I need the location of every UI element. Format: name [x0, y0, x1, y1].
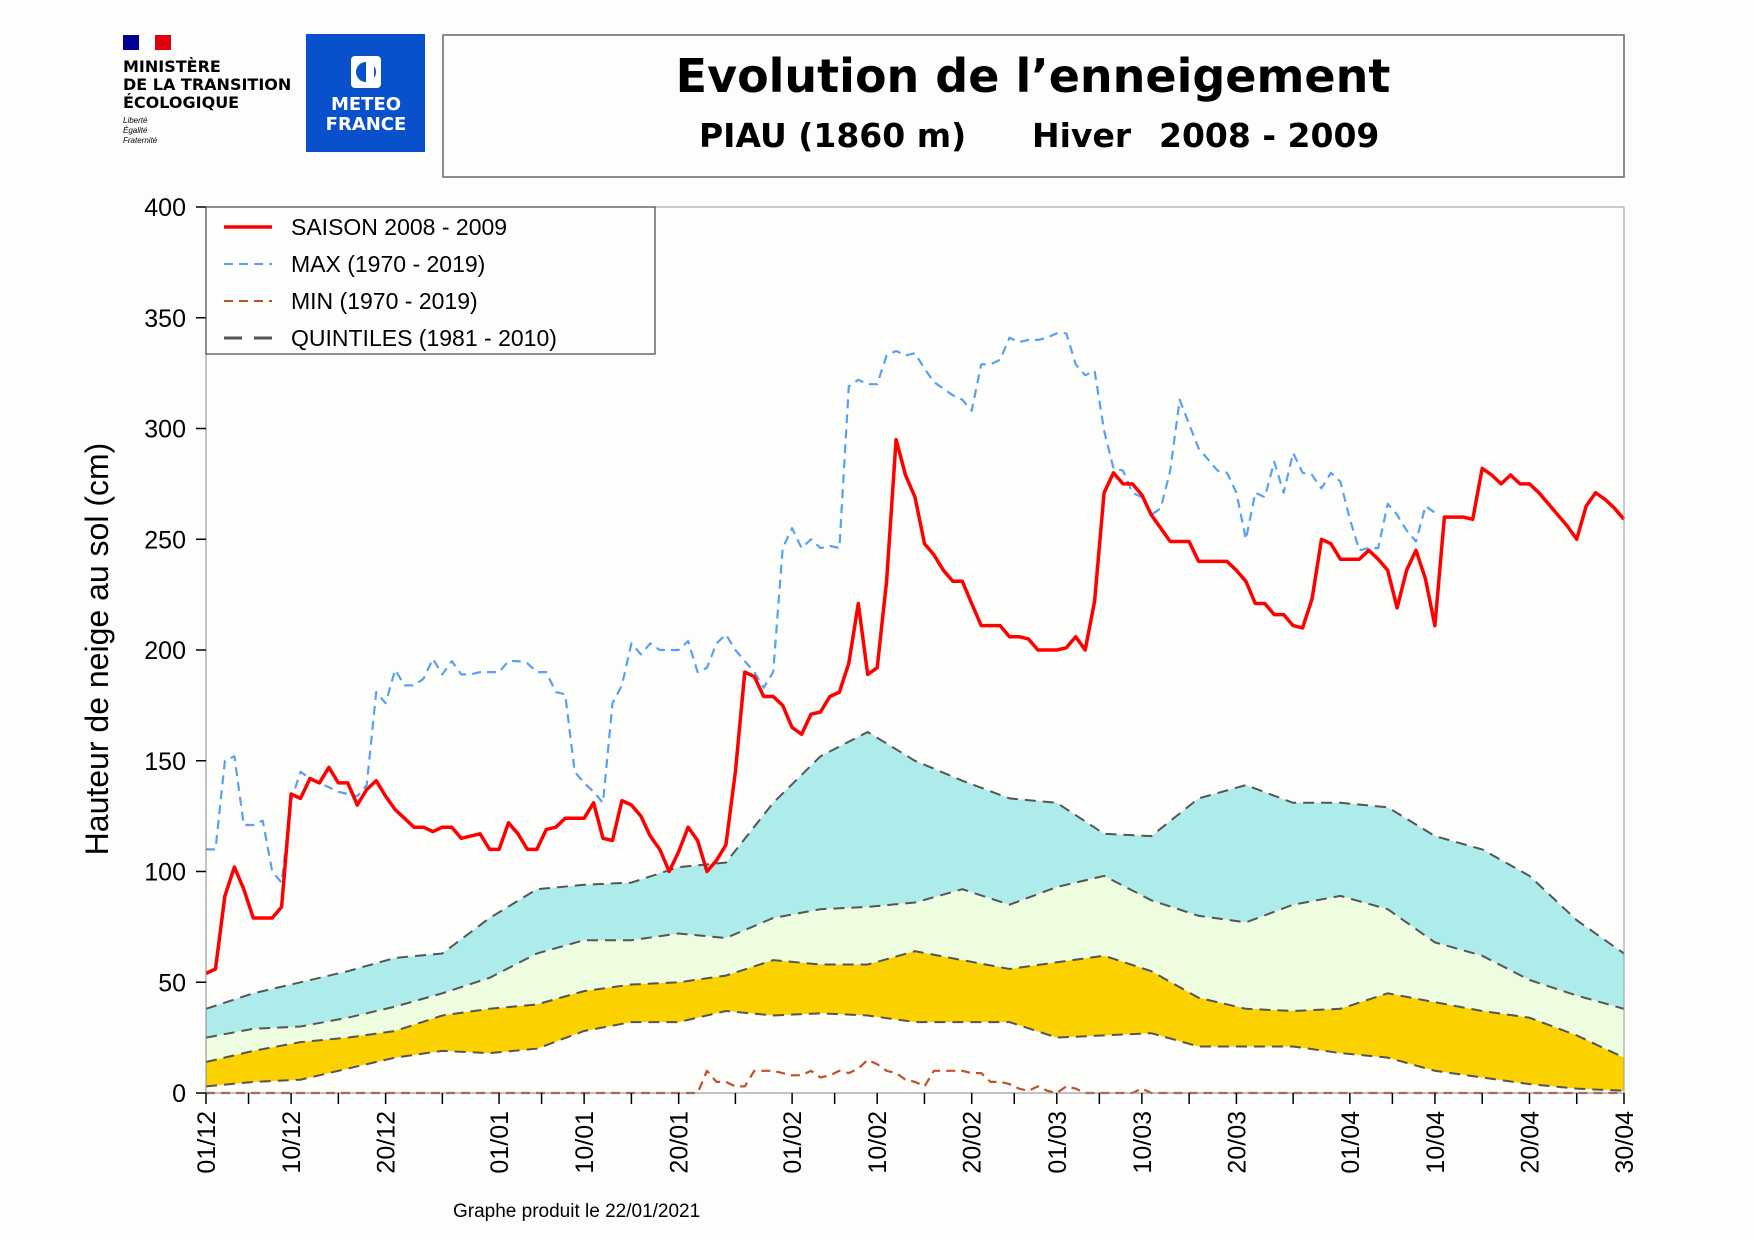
ministry-line3: ÉCOLOGIQUE: [123, 93, 239, 112]
y-tick-label: 400: [144, 194, 186, 222]
x-tick-label: 01/12: [193, 1111, 221, 1174]
ministry-motto2: Égalité: [123, 126, 148, 135]
max-line: [206, 332, 1436, 884]
legend-label: QUINTILES (1981 - 2010): [291, 325, 557, 351]
legend-label: MIN (1970 - 2019): [291, 288, 478, 314]
ministry-motto1: Liberté: [123, 116, 148, 125]
x-tick-label: 30/04: [1611, 1111, 1639, 1174]
season-line: [205, 437, 1626, 975]
x-tick-label: 20/01: [666, 1111, 694, 1174]
legend: SAISON 2008 - 2009 MAX (1970 - 2019) MIN (…: [205, 206, 656, 355]
y-tick-label: 0: [172, 1080, 186, 1108]
x-tick-label: 10/03: [1129, 1111, 1157, 1174]
ministry-line1: MINISTÈRE: [123, 57, 221, 76]
season-years: 2008 - 2009: [1159, 116, 1379, 155]
axes: 0 50 100 150 200 250 300 350 400 01/12 10/12 20/12 0…: [144, 194, 1639, 1174]
ministry-line2: DE LA TRANSITION: [123, 75, 291, 94]
y-axis-label: Hauteur de neige au sol (cm): [79, 443, 115, 856]
x-tick-label: 10/01: [571, 1111, 599, 1174]
meteo-france-logo: METEO FRANCE: [306, 34, 425, 152]
station-name: PIAU (1860 m): [699, 116, 966, 155]
x-tick-label: 01/02: [779, 1111, 807, 1174]
y-tick-label: 100: [144, 859, 186, 887]
production-date: Graphe produit le 22/01/2021: [453, 1201, 700, 1222]
quintile-line-q2: [205, 950, 1625, 1063]
meteo-line2: FRANCE: [326, 114, 407, 135]
quintile-bands: [206, 732, 1624, 1091]
x-tick-label: 10/04: [1422, 1111, 1450, 1174]
y-tick-label: 350: [144, 305, 186, 333]
ministry-logo: MINISTÈRE DE LA TRANSITION ÉCOLOGIQUE Li…: [123, 35, 291, 145]
legend-label: SAISON 2008 - 2009: [291, 214, 507, 240]
chart-title: Evolution de l’enneigement: [676, 49, 1391, 103]
y-tick-label: 150: [144, 748, 186, 776]
x-tick-label: 20/02: [959, 1111, 987, 1174]
quintile-line-q1: [205, 1009, 1625, 1092]
season-label: Hiver: [1032, 116, 1132, 155]
y-tick-label: 50: [158, 969, 186, 997]
quintile-line-q3: [205, 874, 1625, 1039]
title-box: Evolution de l’enneigement PIAU (1860 m)…: [442, 34, 1625, 178]
band-q1-q2: [206, 951, 1624, 1091]
meteo-line1: METEO: [331, 94, 401, 115]
quintile-line-q4: [205, 730, 1625, 1010]
band-q2-q3: [206, 875, 1624, 1062]
x-tick-label: 20/03: [1223, 1111, 1251, 1174]
y-tick-label: 200: [144, 637, 186, 665]
min-line: [206, 1058, 1624, 1095]
y-tick-label: 300: [144, 416, 186, 444]
band-q3-q4: [206, 732, 1624, 1038]
meteo-france-emblem-icon: [351, 56, 381, 88]
x-tick-label: 20/12: [373, 1111, 401, 1174]
x-tick-label: 01/04: [1337, 1111, 1365, 1174]
x-tick-label: 10/02: [864, 1111, 892, 1174]
x-tick-label: 01/03: [1044, 1111, 1072, 1174]
x-tick-label: 01/01: [486, 1111, 514, 1174]
x-tick-label: 20/04: [1516, 1111, 1544, 1174]
ministry-motto3: Fraternité: [123, 136, 158, 145]
quintile-lines: [205, 730, 1625, 1092]
marianne-flag-icon: [123, 35, 171, 50]
y-tick-label: 250: [144, 526, 186, 554]
x-tick-label: 10/12: [278, 1111, 306, 1174]
legend-label: MAX (1970 - 2019): [291, 251, 485, 277]
